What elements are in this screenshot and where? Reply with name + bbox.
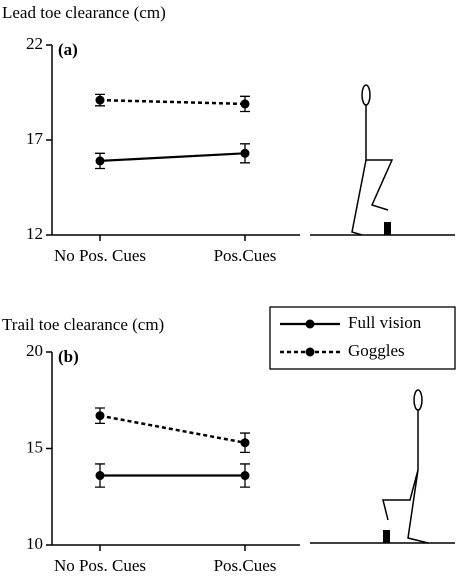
series-line <box>100 416 245 443</box>
y-tick-label: 12 <box>26 224 43 243</box>
data-point <box>241 438 250 447</box>
figure: Lead toe clearance (cm) (a) 12 17 22 No Pos. … <box>0 0 461 576</box>
data-point <box>96 156 105 165</box>
data-point <box>96 471 105 480</box>
series-line <box>100 100 245 104</box>
y-tick-label: 22 <box>26 34 43 53</box>
legend-marker <box>306 320 315 329</box>
panel-label: (b) <box>58 347 79 366</box>
x-tick-label: No Pos. Cues <box>54 556 146 575</box>
legend-label: Full vision <box>348 313 422 332</box>
series-line <box>100 153 245 161</box>
stick-figure-b <box>310 390 455 543</box>
y-tick-label: 10 <box>26 534 43 553</box>
panel-label: (a) <box>58 40 78 59</box>
data-point <box>241 471 250 480</box>
x-tick-label: No Pos. Cues <box>54 246 146 265</box>
data-point <box>96 411 105 420</box>
y-tick-label: 17 <box>26 129 44 148</box>
data-point <box>241 99 250 108</box>
data-point <box>96 96 105 105</box>
data-point <box>241 149 250 158</box>
chart-title: Lead toe clearance (cm) <box>2 3 166 22</box>
x-tick-label: Pos.Cues <box>214 246 277 265</box>
y-tick-label: 20 <box>26 341 43 360</box>
y-tick-label: 15 <box>26 437 43 456</box>
chart-title: Trail toe clearance (cm) <box>2 315 164 334</box>
stick-figure-a <box>310 85 455 235</box>
legend-label: Goggles <box>348 341 405 360</box>
legend-marker <box>306 348 315 357</box>
x-tick-label: Pos.Cues <box>214 556 277 575</box>
